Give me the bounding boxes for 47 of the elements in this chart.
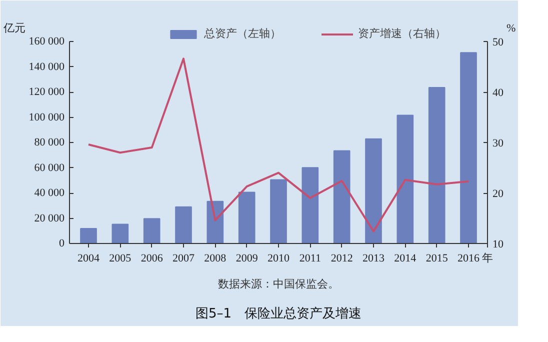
bar bbox=[396, 114, 414, 244]
x-tick-label: 2009 bbox=[236, 252, 258, 264]
bar bbox=[175, 206, 192, 244]
y2-tick-label: 40 bbox=[492, 87, 504, 99]
y2-tick-label: 50 bbox=[492, 36, 504, 48]
y-axis-title: 亿元 bbox=[2, 22, 26, 34]
bar bbox=[365, 138, 382, 244]
x-tick-label: 2013 bbox=[362, 252, 385, 264]
x-tick-label: 2008 bbox=[204, 252, 227, 264]
x-tick-label: 2006 bbox=[140, 252, 164, 264]
y-tick-label: 0 bbox=[59, 238, 65, 250]
x-tick-label: 2010 bbox=[268, 252, 290, 264]
y2-tick-label: 20 bbox=[492, 188, 504, 200]
y-tick-label: 60 000 bbox=[34, 162, 65, 174]
bar bbox=[428, 86, 446, 244]
source-note: 数据来源：中国保监会。 bbox=[218, 278, 339, 290]
y-tick-label: 140 000 bbox=[28, 60, 65, 73]
bar bbox=[143, 218, 160, 244]
x-tick-label: 2004 bbox=[78, 252, 100, 264]
x-axis-title: 年 bbox=[482, 252, 493, 264]
bar bbox=[238, 192, 256, 244]
y-tick-label: 80 000 bbox=[34, 136, 65, 148]
x-tick-label: 2016 bbox=[458, 252, 480, 264]
y-tick-label: 100 000 bbox=[28, 111, 65, 124]
x-tick-label: 2014 bbox=[394, 252, 417, 264]
y-tick-label: 160 000 bbox=[28, 36, 65, 48]
x-tick-label: 2012 bbox=[330, 252, 353, 264]
y2-axis-title: % bbox=[506, 22, 516, 34]
legend-label: 资产增速（右轴） bbox=[358, 27, 446, 41]
bar bbox=[302, 167, 319, 244]
bar bbox=[270, 179, 287, 244]
y-tick-label: 20 000 bbox=[34, 212, 65, 224]
legend-label: 总资产（左轴） bbox=[204, 27, 281, 41]
x-tick-label: 2011 bbox=[299, 252, 321, 264]
bar bbox=[333, 150, 350, 244]
text: 图5–1 保险业总资产及增速 bbox=[195, 306, 362, 322]
line-series bbox=[88, 58, 470, 232]
y2-tick-label: 10 bbox=[492, 238, 504, 250]
y2-tick-label: 30 bbox=[492, 138, 504, 150]
bar bbox=[80, 228, 97, 244]
bar bbox=[460, 52, 477, 244]
x-tick-label: 2015 bbox=[426, 252, 448, 264]
y-tick-label: 120 000 bbox=[28, 86, 65, 98]
y-tick-label: 40 000 bbox=[34, 187, 65, 199]
bar bbox=[112, 224, 129, 244]
x-tick-label: 2005 bbox=[109, 252, 132, 264]
x-tick-label: 2007 bbox=[172, 252, 195, 264]
